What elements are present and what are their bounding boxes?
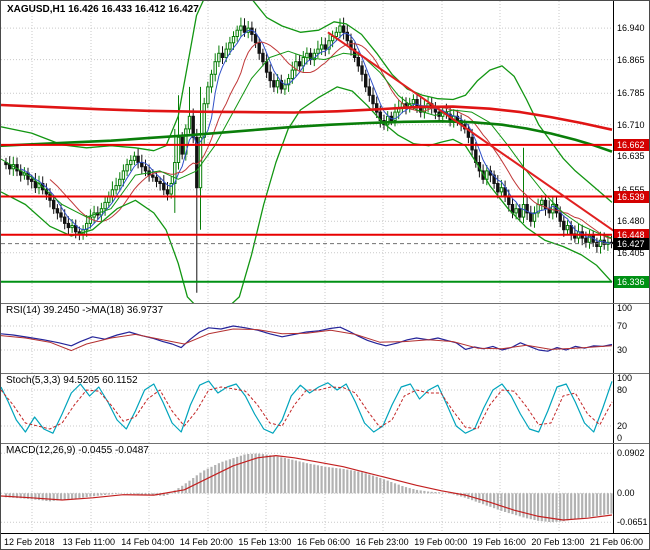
bollinger-upper-line	[1, 1, 613, 203]
rsi-line	[1, 325, 613, 352]
price-tick-label: 16.405	[617, 247, 645, 258]
macd-label: MACD(12,26,9) -0.0455 -0.0487	[6, 445, 149, 456]
macd-histogram	[4, 453, 613, 523]
panel-divider[interactable]	[1, 303, 649, 304]
price-level-badge: 16.539	[614, 190, 649, 203]
price-tick-label: 16.635	[617, 151, 645, 162]
price-level-badge: 16.336	[614, 275, 649, 288]
time-label: 14 Feb 04:00	[121, 537, 175, 547]
rsi-ma-line	[1, 328, 613, 352]
stoch-tick-label: 20	[617, 421, 628, 431]
time-label: 14 Feb 20:00	[179, 537, 233, 547]
price-tick-label: 16.865	[617, 54, 645, 65]
price-tick-label: 16.480	[617, 216, 645, 227]
stoch-tick-label: 0	[617, 433, 623, 443]
time-label: 16 Feb 23:00	[355, 537, 409, 547]
price-tick-label: 16.555	[617, 185, 645, 196]
rsi-tick-label: 70	[617, 321, 628, 331]
macd-panel: MACD(12,26,9) -0.0455 -0.0487 0.0902 0.00…	[1, 443, 649, 533]
time-label: 19 Feb 00:00	[414, 537, 468, 547]
price-tick-label: 16.710	[617, 119, 645, 130]
macd-signal	[1, 455, 613, 521]
price-tick-label: 16.940	[617, 23, 645, 34]
time-label: 16 Feb 06:00	[297, 537, 351, 547]
panel-divider[interactable]	[1, 443, 649, 444]
price-axis[interactable]: 16.940 16.865 16.785 16.710 16.635 16.555 16.4…	[613, 1, 649, 303]
time-label: 15 Feb 13:00	[238, 537, 292, 547]
sma-5-line	[20, 29, 612, 244]
time-label: 20 Feb 13:00	[531, 537, 585, 547]
stoch-main	[1, 380, 613, 434]
macd-tick-label: 0.00	[617, 488, 635, 499]
bollinger-lower-line	[1, 86, 613, 303]
macd-axis[interactable]: 0.0902 0.00 -0.0651	[613, 443, 649, 533]
macd-tick-label: 0.0902	[617, 448, 645, 459]
rsi-label: RSI(14) 39.2450 ->MA(18) 36.9737	[6, 305, 164, 316]
macd-tick-label: -0.0651	[617, 517, 648, 528]
bollinger-middle-line	[1, 50, 613, 239]
chart-title: XAGUSD,H1 16.426 16.433 16.412 16.427	[7, 4, 199, 15]
price-tick-label: 16.785	[617, 88, 645, 99]
ma-slow-green-line	[1, 120, 613, 153]
time-label: 19 Feb 16:00	[472, 537, 526, 547]
stoch-axis[interactable]: 100 80 20 0	[613, 373, 649, 443]
ma-slow-red-line	[1, 103, 613, 131]
rsi-panel: RSI(14) 39.2450 ->MA(18) 36.9737 100 70 30	[1, 303, 649, 373]
stoch-panel: Stoch(5,3,3) 94.5205 60.1152 100 80 20 0	[1, 373, 649, 443]
rsi-plot[interactable]	[1, 303, 613, 373]
time-label: 13 Feb 11:00	[62, 537, 115, 547]
candles	[4, 17, 613, 293]
time-label: 12 Feb 2018	[4, 537, 55, 547]
stoch-tick-label: 100	[617, 373, 633, 383]
stoch-level-lines	[1, 389, 612, 427]
trendline	[327, 31, 613, 232]
panel-divider[interactable]	[1, 373, 649, 374]
rsi-axis[interactable]: 100 70 30	[613, 303, 649, 373]
stoch-label: Stoch(5,3,3) 94.5205 60.1152	[6, 375, 138, 386]
time-axis[interactable]: 12 Feb 2018 13 Feb 11:00 14 Feb 04:00 14 Fe…	[1, 533, 649, 549]
macd-plot[interactable]	[1, 443, 613, 533]
price-panel: XAGUSD,H1 16.426 16.433 16.412 16.427 16…	[1, 1, 649, 303]
stoch-plot[interactable]	[1, 373, 613, 443]
price-level-badge: 16.662	[614, 138, 649, 151]
stoch-tick-label: 80	[617, 385, 628, 395]
rsi-tick-label: 100	[617, 303, 633, 313]
price-plot[interactable]	[1, 1, 613, 303]
current-price-badge: 16.427	[614, 237, 649, 250]
time-label: 21 Feb 06:00	[590, 537, 644, 547]
rsi-tick-label: 30	[617, 345, 628, 355]
